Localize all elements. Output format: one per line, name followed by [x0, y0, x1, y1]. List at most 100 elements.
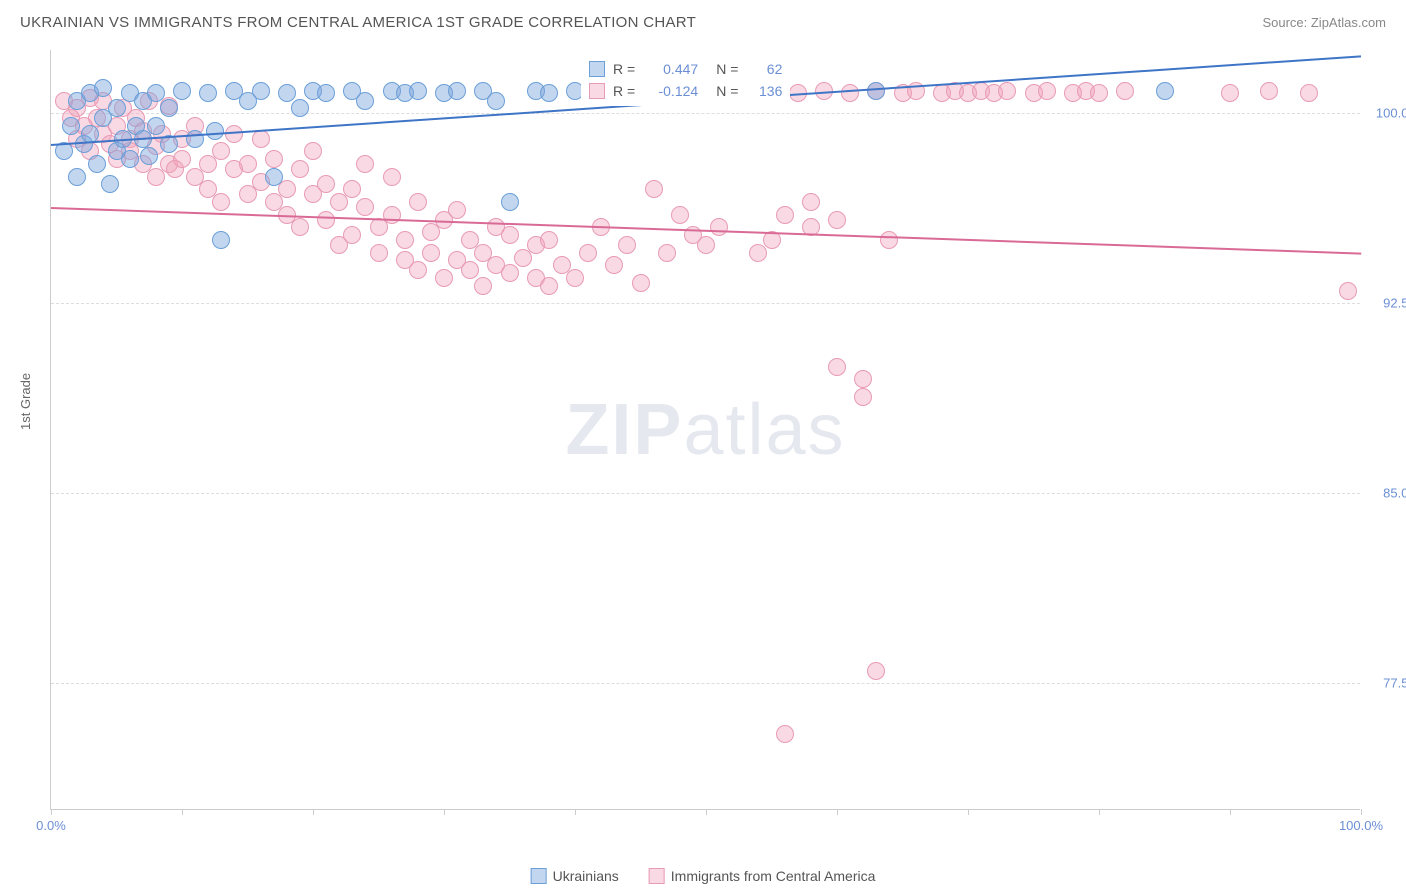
- data-point: [88, 155, 106, 173]
- data-point: [317, 175, 335, 193]
- x-tick: [182, 809, 183, 815]
- data-point: [147, 117, 165, 135]
- bottom-legend: Ukrainians Immigrants from Central Ameri…: [531, 868, 876, 884]
- data-point: [370, 244, 388, 262]
- stats-row: R = -0.124 N = 136: [589, 80, 782, 102]
- data-point: [841, 84, 859, 102]
- data-point: [1090, 84, 1108, 102]
- data-point: [160, 99, 178, 117]
- data-point: [448, 82, 466, 100]
- chart-title: UKRAINIAN VS IMMIGRANTS FROM CENTRAL AME…: [20, 14, 696, 31]
- data-point: [658, 244, 676, 262]
- stats-r-value: 0.447: [643, 61, 698, 77]
- stats-n-label: N =: [716, 83, 738, 99]
- source-label: Source: ZipAtlas.com: [1262, 15, 1386, 30]
- data-point: [317, 211, 335, 229]
- data-point: [409, 261, 427, 279]
- data-point: [291, 160, 309, 178]
- data-point: [776, 206, 794, 224]
- x-tick: [706, 809, 707, 815]
- data-point: [998, 82, 1016, 100]
- data-point: [278, 84, 296, 102]
- data-point: [317, 84, 335, 102]
- data-point: [343, 226, 361, 244]
- data-point: [68, 168, 86, 186]
- y-axis-label: 1st Grade: [18, 373, 33, 430]
- data-point: [147, 84, 165, 102]
- stats-r-value: -0.124: [643, 83, 698, 99]
- data-point: [461, 261, 479, 279]
- data-point: [1156, 82, 1174, 100]
- data-point: [291, 99, 309, 117]
- data-point: [474, 277, 492, 295]
- x-tick: [575, 809, 576, 815]
- data-point: [140, 147, 158, 165]
- data-point: [356, 92, 374, 110]
- x-tick: [313, 809, 314, 815]
- data-point: [867, 662, 885, 680]
- x-tick-label: 0.0%: [36, 818, 66, 833]
- data-point: [854, 388, 872, 406]
- data-point: [422, 244, 440, 262]
- data-point: [880, 231, 898, 249]
- data-point: [62, 117, 80, 135]
- data-point: [1116, 82, 1134, 100]
- y-tick-label: 85.0%: [1383, 486, 1406, 501]
- x-tick: [837, 809, 838, 815]
- data-point: [173, 82, 191, 100]
- chart-plot-area: ZIPatlas 77.5%85.0%92.5%100.0%0.0%100.0%…: [50, 50, 1360, 810]
- data-point: [540, 84, 558, 102]
- data-point: [108, 99, 126, 117]
- data-point: [632, 274, 650, 292]
- stats-r-label: R =: [613, 83, 635, 99]
- data-point: [645, 180, 663, 198]
- stats-r-label: R =: [613, 61, 635, 77]
- watermark: ZIPatlas: [565, 389, 845, 471]
- data-point: [1260, 82, 1278, 100]
- data-point: [618, 236, 636, 254]
- data-point: [199, 84, 217, 102]
- legend-item-immigrants: Immigrants from Central America: [649, 868, 876, 884]
- x-tick: [1099, 809, 1100, 815]
- data-point: [435, 269, 453, 287]
- data-point: [206, 122, 224, 140]
- data-point: [121, 150, 139, 168]
- data-point: [409, 193, 427, 211]
- swatch-icon: [589, 61, 605, 77]
- y-tick-label: 77.5%: [1383, 676, 1406, 691]
- data-point: [409, 82, 427, 100]
- x-tick: [51, 809, 52, 815]
- x-tick: [1361, 809, 1362, 815]
- swatch-icon: [649, 868, 665, 884]
- data-point: [252, 82, 270, 100]
- data-point: [487, 92, 505, 110]
- data-point: [291, 218, 309, 236]
- legend-label: Immigrants from Central America: [671, 868, 876, 884]
- data-point: [304, 142, 322, 160]
- data-point: [265, 150, 283, 168]
- data-point: [802, 193, 820, 211]
- data-point: [186, 130, 204, 148]
- data-point: [212, 231, 230, 249]
- gridline: [51, 493, 1360, 494]
- stats-n-label: N =: [716, 61, 738, 77]
- stats-n-value: 136: [746, 83, 782, 99]
- data-point: [94, 79, 112, 97]
- data-point: [265, 168, 283, 186]
- data-point: [356, 198, 374, 216]
- x-tick: [1230, 809, 1231, 815]
- data-point: [396, 231, 414, 249]
- data-point: [278, 180, 296, 198]
- legend-item-ukrainians: Ukrainians: [531, 868, 619, 884]
- y-tick-label: 92.5%: [1383, 296, 1406, 311]
- data-point: [212, 142, 230, 160]
- data-point: [828, 358, 846, 376]
- data-point: [239, 155, 257, 173]
- stats-box: R =0.447N =62R =-0.124N =136: [581, 54, 790, 106]
- data-point: [1300, 84, 1318, 102]
- data-point: [343, 180, 361, 198]
- data-point: [501, 226, 519, 244]
- data-point: [1339, 282, 1357, 300]
- gridline: [51, 303, 1360, 304]
- data-point: [776, 725, 794, 743]
